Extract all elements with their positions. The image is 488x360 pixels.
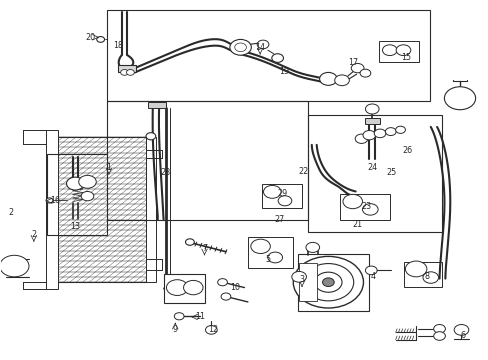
- Text: 3: 3: [299, 275, 304, 284]
- Bar: [148, 102, 165, 108]
- Circle shape: [422, 272, 438, 283]
- Circle shape: [205, 325, 217, 334]
- Text: 26: 26: [402, 146, 412, 155]
- Bar: [146, 137, 156, 282]
- Circle shape: [185, 239, 194, 245]
- Bar: [365, 118, 379, 125]
- Bar: [339, 194, 389, 220]
- Text: 13: 13: [70, 222, 80, 231]
- Circle shape: [81, 192, 94, 201]
- Text: 20: 20: [86, 33, 96, 42]
- Text: 28: 28: [160, 168, 170, 177]
- Bar: [57, 137, 147, 282]
- Text: 29: 29: [277, 189, 287, 198]
- Circle shape: [305, 242, 319, 252]
- Circle shape: [278, 196, 291, 206]
- Circle shape: [121, 69, 128, 75]
- Circle shape: [267, 252, 282, 263]
- Circle shape: [433, 332, 445, 340]
- Circle shape: [444, 87, 475, 110]
- Text: 7: 7: [202, 244, 206, 253]
- Text: 1: 1: [106, 163, 111, 172]
- Circle shape: [350, 63, 363, 73]
- Circle shape: [365, 266, 376, 275]
- Circle shape: [46, 198, 53, 203]
- Text: 18: 18: [113, 41, 122, 50]
- Circle shape: [373, 129, 385, 138]
- Text: 2: 2: [31, 230, 36, 239]
- Circle shape: [229, 40, 251, 55]
- Circle shape: [362, 204, 377, 215]
- Bar: [261, 184, 302, 208]
- Text: 15: 15: [401, 53, 410, 62]
- Circle shape: [362, 131, 375, 140]
- Bar: [45, 130, 58, 289]
- Bar: [298, 253, 368, 311]
- Circle shape: [174, 313, 183, 320]
- Bar: [107, 101, 307, 220]
- Bar: [299, 263, 316, 301]
- Text: 17: 17: [347, 58, 357, 67]
- Circle shape: [79, 175, 96, 188]
- Circle shape: [405, 261, 426, 277]
- Bar: [378, 41, 418, 62]
- Circle shape: [453, 324, 468, 335]
- Circle shape: [217, 279, 227, 286]
- Text: 23: 23: [361, 202, 371, 211]
- Circle shape: [166, 280, 187, 296]
- Text: 11: 11: [195, 312, 205, 321]
- Text: 9: 9: [172, 325, 178, 334]
- Text: 8: 8: [424, 271, 429, 280]
- Text: 24: 24: [366, 163, 377, 172]
- Bar: [118, 65, 136, 72]
- Bar: [47, 154, 107, 234]
- Text: 25: 25: [386, 168, 396, 177]
- Circle shape: [314, 272, 341, 292]
- Circle shape: [126, 69, 134, 75]
- Circle shape: [66, 177, 84, 190]
- Circle shape: [382, 45, 396, 55]
- Circle shape: [291, 271, 306, 282]
- Circle shape: [342, 194, 362, 209]
- Text: 22: 22: [298, 167, 308, 176]
- Bar: [107, 10, 429, 101]
- Text: 6: 6: [460, 332, 465, 341]
- Circle shape: [359, 69, 370, 77]
- Bar: [163, 274, 204, 303]
- Text: 14: 14: [255, 43, 264, 52]
- Circle shape: [385, 128, 395, 135]
- Text: 16: 16: [50, 196, 60, 205]
- Circle shape: [395, 45, 410, 55]
- Circle shape: [97, 37, 104, 42]
- Text: 10: 10: [229, 283, 239, 292]
- Text: 21: 21: [352, 220, 362, 229]
- Circle shape: [293, 256, 363, 308]
- Text: 2: 2: [9, 208, 14, 217]
- Circle shape: [221, 293, 230, 300]
- Circle shape: [234, 43, 246, 51]
- Circle shape: [0, 255, 29, 277]
- Circle shape: [395, 126, 405, 134]
- Bar: [307, 116, 441, 232]
- Circle shape: [365, 104, 378, 114]
- Circle shape: [263, 185, 281, 198]
- Circle shape: [319, 72, 336, 85]
- Circle shape: [433, 324, 445, 333]
- Bar: [248, 237, 293, 268]
- Text: 5: 5: [265, 255, 270, 264]
- Circle shape: [146, 133, 156, 140]
- Circle shape: [303, 264, 353, 301]
- Circle shape: [271, 54, 283, 62]
- Text: 27: 27: [274, 215, 284, 224]
- Text: 12: 12: [207, 325, 218, 334]
- Circle shape: [334, 75, 348, 86]
- Text: 19: 19: [279, 67, 289, 76]
- Circle shape: [322, 278, 333, 287]
- Circle shape: [250, 239, 270, 253]
- Circle shape: [257, 40, 268, 49]
- Circle shape: [354, 134, 367, 143]
- Bar: [404, 262, 441, 287]
- Text: 4: 4: [369, 271, 374, 280]
- Circle shape: [183, 280, 203, 295]
